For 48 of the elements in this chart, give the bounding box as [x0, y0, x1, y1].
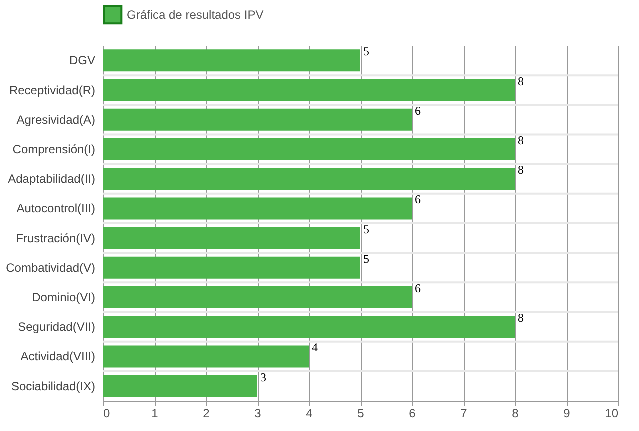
data-label: 8	[518, 311, 524, 326]
data-label: 5	[364, 252, 370, 266]
bar	[103, 256, 360, 279]
y-tick-label: Adaptabilidad(II)	[8, 172, 96, 186]
data-label: 5	[364, 222, 370, 236]
bar	[103, 227, 360, 250]
data-label: 3	[260, 370, 266, 384]
x-tick-label: 9	[564, 406, 571, 420]
y-tick-label: Actividad(VIII)	[20, 350, 96, 364]
y-tick-label: Receptividad(R)	[9, 83, 96, 98]
x-tick-label: 1	[152, 406, 159, 420]
bar	[103, 286, 412, 309]
data-label: 8	[518, 74, 524, 88]
data-label: 6	[415, 192, 421, 207]
data-label: 8	[518, 163, 524, 178]
bar	[103, 50, 360, 72]
bar	[103, 138, 515, 160]
y-tick-label: DGV	[69, 54, 96, 68]
x-tick-label: 7	[460, 406, 468, 420]
y-tick-label: Comprensión(I)	[12, 142, 96, 156]
legend-label: Gráfica de resultados IPV	[127, 8, 264, 22]
y-tick-label: Seguridad(VII)	[18, 320, 96, 334]
bar	[103, 375, 258, 398]
x-tick-label: 3	[254, 406, 262, 420]
data-label: 6	[415, 282, 421, 296]
x-tick-label: 8	[512, 406, 520, 420]
y-tick-label: Frustración(IV)	[16, 231, 96, 246]
y-tick-label: Dominio(VI)	[32, 290, 96, 305]
y-tick-label: Agresividad(A)	[16, 112, 96, 127]
bar	[103, 198, 412, 220]
y-tick-label: Sociabilidad(IX)	[11, 379, 96, 394]
y-tick-label: Autocontrol(III)	[16, 202, 96, 216]
x-tick-label: 2	[203, 406, 210, 420]
bar	[103, 79, 515, 102]
bar	[103, 168, 515, 190]
y-tick-label: Combatividad(V)	[6, 260, 96, 275]
data-label: 5	[364, 44, 370, 59]
data-label: 8	[518, 133, 524, 148]
x-tick-label: 5	[358, 406, 365, 420]
bar	[103, 316, 515, 338]
x-tick-label: 4	[306, 406, 314, 420]
bar	[103, 108, 412, 131]
x-tick-label: 10	[605, 406, 619, 420]
x-tick-label: 0	[104, 406, 110, 420]
data-label: 4	[312, 340, 318, 355]
bar	[103, 346, 309, 368]
x-tick-label: 6	[409, 406, 416, 420]
data-label: 6	[415, 104, 421, 118]
